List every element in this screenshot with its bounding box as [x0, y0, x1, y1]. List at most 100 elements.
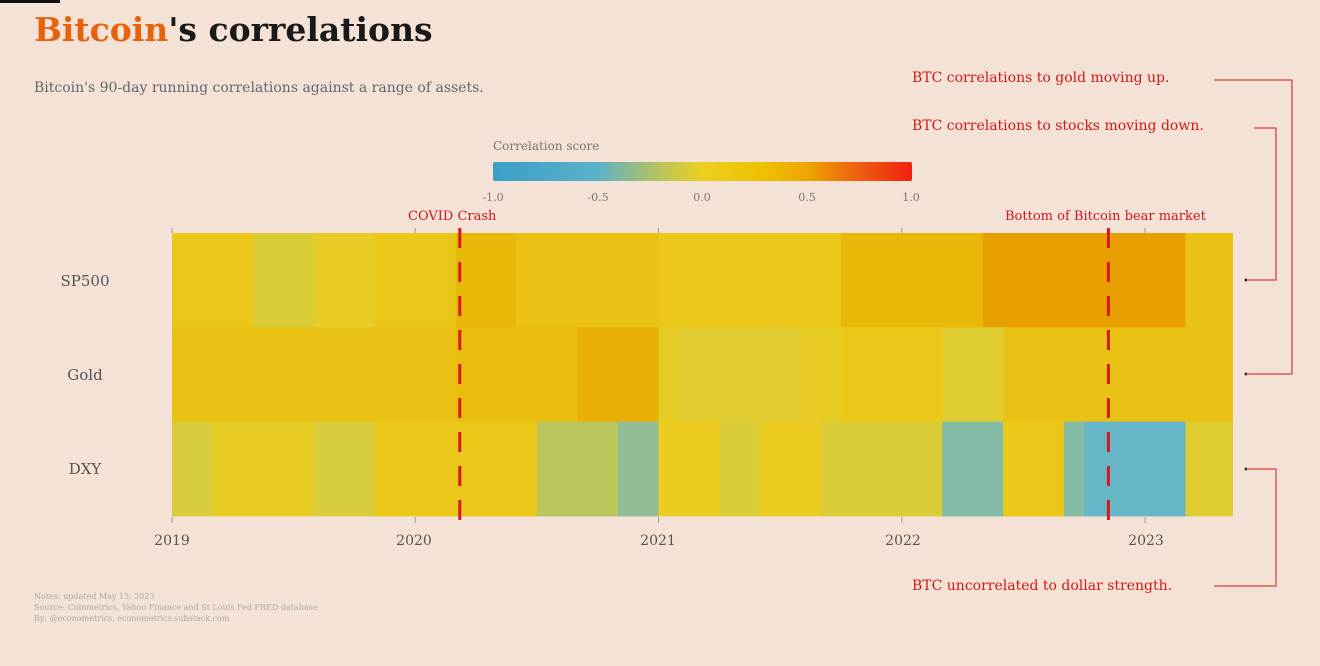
heatmap-cell [212, 421, 234, 517]
heatmap-cell [1063, 327, 1085, 423]
annotation-stocks: BTC correlations to stocks moving down. [912, 118, 1204, 134]
heatmap-cell [820, 327, 842, 423]
heatmap-cell [699, 327, 720, 423]
legend-tick: -0.5 [587, 191, 609, 204]
heatmap-cell [1124, 327, 1146, 423]
heatmap-cell [597, 421, 619, 517]
title-rest: 's correlations [168, 10, 433, 49]
heatmap-cell [658, 233, 680, 328]
heatmap-cell [861, 327, 883, 423]
heatmap-cell [536, 233, 558, 328]
row-label-sp500: SP500 [60, 272, 110, 290]
x-tick: 2022 [885, 533, 921, 549]
heatmap-cell [557, 327, 578, 423]
row-label-dxy: DXY [68, 460, 102, 478]
annotation-dollar: BTC uncorrelated to dollar strength. [912, 578, 1173, 594]
heatmap-cell [435, 421, 457, 517]
heatmap-cell [942, 233, 964, 328]
heatmap-cell [617, 327, 639, 423]
heatmap-cell [1003, 421, 1024, 517]
heatmap-cell [678, 233, 700, 328]
event-label-covid: COVID Crash [408, 209, 497, 224]
heatmap-cell [1165, 421, 1187, 517]
bracket-dot [1244, 278, 1248, 282]
heatmap-cell [921, 327, 943, 423]
heatmap-cell [354, 421, 376, 517]
heatmap-cell [577, 327, 599, 423]
heatmap-cell [840, 327, 862, 423]
heatmap-cell [293, 421, 315, 517]
heatmap-cell [597, 327, 619, 423]
note-source: Source: Coinmetrics, Yahoo Finance and S… [34, 603, 318, 612]
heatmap-cell [982, 233, 1004, 328]
heatmap-cell [253, 233, 274, 328]
heatmap-cell [394, 421, 416, 517]
heatmap-cell [759, 327, 781, 423]
x-tick: 2023 [1128, 533, 1164, 549]
heatmap-cell [1144, 421, 1166, 517]
heatmap-cell [1043, 233, 1065, 328]
heatmap-cell [476, 421, 497, 517]
heatmap-cell [638, 327, 660, 423]
heatmap-cell [415, 421, 437, 517]
heatmap-cell [415, 327, 437, 423]
heatmap-cell [962, 327, 984, 423]
heatmap-cell [881, 327, 903, 423]
heatmap-cell [617, 421, 639, 517]
heatmap-cell [739, 233, 761, 328]
heatmap-cell [476, 327, 497, 423]
heatmap-cell [901, 421, 923, 517]
heatmap-cell [172, 233, 193, 328]
heatmap-cell [820, 421, 842, 517]
heatmap-cell [638, 233, 660, 328]
heatmap-cell [273, 421, 295, 517]
heatmap-cell [536, 327, 558, 423]
heatmap-cell [1084, 327, 1106, 423]
heatmap-cell [293, 233, 315, 328]
heatmap-cell [496, 233, 518, 328]
heatmap-cell [516, 421, 538, 517]
heatmap-cell [1003, 327, 1024, 423]
heatmap-cell [232, 233, 254, 328]
heatmap-cell [921, 233, 943, 328]
heatmap-cell [1185, 327, 1207, 423]
heatmap-cell [759, 233, 781, 328]
heatmap-cell [1165, 327, 1187, 423]
heatmap-cell [962, 421, 984, 517]
bracket-dot [1244, 467, 1248, 471]
heatmap-cell [192, 421, 214, 517]
heatmap-cell [921, 421, 943, 517]
heatmap-cell [374, 233, 396, 328]
bracket-dollar [1214, 468, 1277, 587]
heatmap-cell [780, 233, 801, 328]
chart-subtitle: Bitcoin's 90-day running correlations ag… [34, 80, 484, 96]
event-label-bear-bottom: Bottom of Bitcoin bear market [1005, 209, 1206, 224]
heatmap-cell [273, 233, 295, 328]
bracket-dot [1244, 372, 1248, 376]
heatmap-cell [313, 421, 335, 517]
heatmap-cell [1023, 327, 1045, 423]
heatmap-cell [313, 233, 335, 328]
note-byline: By: @econometrics, econometrics.substack… [34, 614, 230, 623]
heatmap-cell [901, 233, 923, 328]
heatmap-cell [759, 421, 781, 517]
x-tick: 2019 [154, 533, 190, 549]
heatmap-cell [678, 327, 700, 423]
heatmap-cell [334, 421, 356, 517]
heatmap-cell [881, 421, 903, 517]
legend-tick: 0.0 [693, 191, 711, 204]
heatmap-cell [942, 421, 964, 517]
heatmap-cell [192, 233, 214, 328]
heatmap-cell [1165, 233, 1187, 328]
heatmap-cell [334, 233, 356, 328]
heatmap-cell [374, 327, 396, 423]
legend-tick: 0.5 [798, 191, 816, 204]
heatmap-cell [476, 233, 497, 328]
heatmap-cell [840, 421, 862, 517]
heatmap-cell [982, 327, 1004, 423]
heatmap-cell [962, 233, 984, 328]
heatmap-cell [232, 327, 254, 423]
legend-title: Correlation score [493, 139, 600, 153]
heatmap-cell [1084, 421, 1106, 517]
heatmap-cell [1084, 233, 1106, 328]
